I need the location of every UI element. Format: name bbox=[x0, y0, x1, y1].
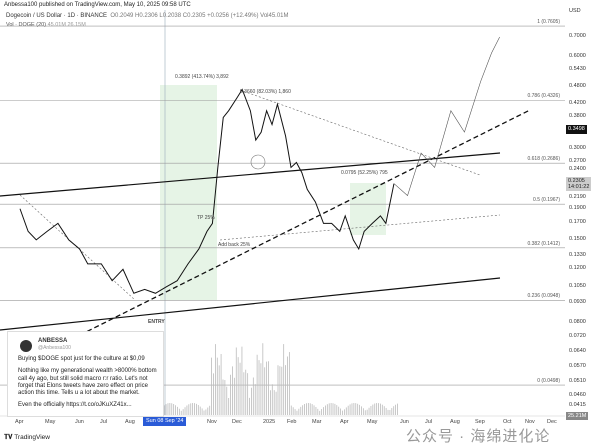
watermark: 公众号 · 海绵进化论 bbox=[406, 428, 551, 445]
price-tick: 0.0460 bbox=[569, 391, 586, 398]
price-tick: 0.4800 bbox=[569, 82, 586, 89]
price-tick: 0.0570 bbox=[569, 363, 586, 370]
ohlc-values: O0.2049 H0.2306 L0.2038 C0.2305 +0.0256 … bbox=[110, 13, 289, 19]
currency-label: USD bbox=[569, 8, 581, 14]
volume-legend-label: Vol · DOGE (20) bbox=[6, 22, 47, 28]
price-tick: 0.1500 bbox=[569, 235, 586, 242]
price-tick: 0.1330 bbox=[569, 251, 586, 258]
month-tick: Feb bbox=[287, 419, 297, 425]
fib-label: 0 (0.0498) bbox=[537, 378, 560, 385]
tweet-text-2: Nothing like my generational wealth >800… bbox=[18, 368, 157, 397]
price-tick: 0.0510 bbox=[569, 377, 586, 384]
tv-logo-icon: 𝐓𝐕 bbox=[4, 434, 13, 441]
price-tick: 0.3800 bbox=[569, 113, 586, 120]
support-dashed-curve bbox=[79, 109, 531, 336]
price-tick: 0.0415 bbox=[569, 402, 586, 409]
symbol-legend: Dogecoin / US Dollar · 1D · BINANCE O0.2… bbox=[6, 13, 289, 19]
tweet-author: ANBESSA bbox=[38, 338, 68, 344]
month-tick: Mar bbox=[312, 419, 322, 425]
tweet-handle: @Anbessa100 bbox=[38, 345, 71, 351]
current-price: 0.2305 bbox=[568, 178, 585, 184]
volume-legend: Vol · DOGE (20) 45.01M 26.15M bbox=[6, 22, 86, 28]
recent-measure-label: 0.0795 (52.25%) 795 bbox=[341, 170, 388, 176]
price-tick: 0.5430 bbox=[569, 66, 586, 73]
fib-label: 0.786 (0.4326) bbox=[527, 93, 560, 100]
price-tick: 0.0640 bbox=[569, 348, 586, 355]
month-tick: Jun bbox=[400, 419, 409, 425]
avatar bbox=[20, 340, 32, 352]
month-tick: Nov bbox=[207, 419, 217, 425]
price-tick: 0.0930 bbox=[569, 298, 586, 305]
lower-trendline bbox=[0, 277, 501, 331]
price-tick: 0.2700 bbox=[569, 158, 586, 165]
month-tick: Jul bbox=[425, 419, 433, 425]
fib-label: 0.5 (0.1967) bbox=[533, 197, 560, 204]
fib-label: 1 (0.7605) bbox=[537, 19, 560, 26]
add-back-label: Add back 25% bbox=[218, 242, 251, 248]
price-tick: 0.1200 bbox=[569, 265, 586, 272]
month-tick: Nov bbox=[525, 419, 535, 425]
tweet-link[interactable]: Even the officially https://t.co/oJKuXZ4… bbox=[18, 402, 132, 409]
tweet-text-1: Buying $DOGE spot just for the culture a… bbox=[18, 356, 145, 362]
current-price-badge: 0.2305 14:01:22 bbox=[566, 177, 592, 191]
price-tick: 0.1700 bbox=[569, 219, 586, 226]
price-tick: 0.4200 bbox=[569, 100, 586, 107]
month-tick: Aug bbox=[125, 419, 135, 425]
volume-badge: 25.21M bbox=[566, 412, 589, 420]
upper-trendline bbox=[0, 152, 501, 197]
entry-label: ENTRY bbox=[148, 319, 165, 325]
logo-text: TradingView bbox=[14, 434, 50, 441]
price-line bbox=[19, 88, 395, 294]
month-tick: Jun bbox=[75, 419, 84, 425]
price-tick: 0.2400 bbox=[569, 165, 586, 172]
month-tick: Oct bbox=[503, 419, 512, 425]
month-tick: Apr bbox=[340, 419, 349, 425]
month-tick: Sep bbox=[475, 419, 485, 425]
highlight-price-badge: 0.3498 bbox=[566, 125, 587, 134]
price-tick: 0.1050 bbox=[569, 282, 586, 289]
crosshair-date-badge: Sun 08 Sep '24 bbox=[143, 417, 187, 426]
drop-measure-label: 0.3660 (82.03%) 1,860 bbox=[240, 89, 291, 95]
month-tick: Apr bbox=[15, 419, 24, 425]
month-tick: Aug bbox=[450, 419, 460, 425]
price-tick: 0.0800 bbox=[569, 318, 586, 325]
rally-measure-box bbox=[160, 85, 217, 300]
fib-label: 0.236 (0.0948) bbox=[527, 293, 560, 300]
wedge-dashed-line bbox=[239, 89, 481, 176]
tradingview-logo[interactable]: 𝐓𝐕 TradingView bbox=[4, 434, 50, 442]
highlight-circle bbox=[250, 154, 266, 170]
price-tick: 0.7000 bbox=[569, 33, 586, 39]
tp-label: TP 25% bbox=[197, 215, 215, 221]
price-tick: 0.2190 bbox=[569, 194, 586, 201]
price-tick: 0.0720 bbox=[569, 332, 586, 339]
symbol-name: Dogecoin / US Dollar · 1D · BINANCE bbox=[6, 13, 108, 19]
month-tick: Jul bbox=[100, 419, 108, 425]
price-tick: 0.1900 bbox=[569, 204, 586, 211]
month-tick: May bbox=[367, 419, 378, 425]
price-tick: 0.6000 bbox=[569, 53, 586, 60]
month-tick: May bbox=[45, 419, 56, 425]
mid-dashed-line bbox=[219, 214, 501, 241]
month-tick: Dec bbox=[232, 419, 242, 425]
month-tick: Dec bbox=[547, 419, 557, 425]
rally-measure-label: 0.3892 (413.74%) 3,892 bbox=[175, 74, 229, 80]
fib-label: 0.382 (0.1412) bbox=[527, 240, 560, 247]
publisher-line: Anbessa100 published on TradingView.com,… bbox=[4, 2, 191, 8]
tweet-card[interactable]: ANBESSA @Anbessa100 Buying $DOGE spot ju… bbox=[7, 331, 164, 417]
fib-label: 0.618 (0.2686) bbox=[527, 156, 560, 163]
price-tick: 0.3000 bbox=[569, 144, 586, 151]
projection-path bbox=[393, 36, 500, 197]
month-tick: 2025 bbox=[263, 419, 276, 425]
bar-countdown: 14:01:22 bbox=[568, 184, 590, 190]
volume-legend-values: 45.01M 26.15M bbox=[47, 22, 86, 28]
